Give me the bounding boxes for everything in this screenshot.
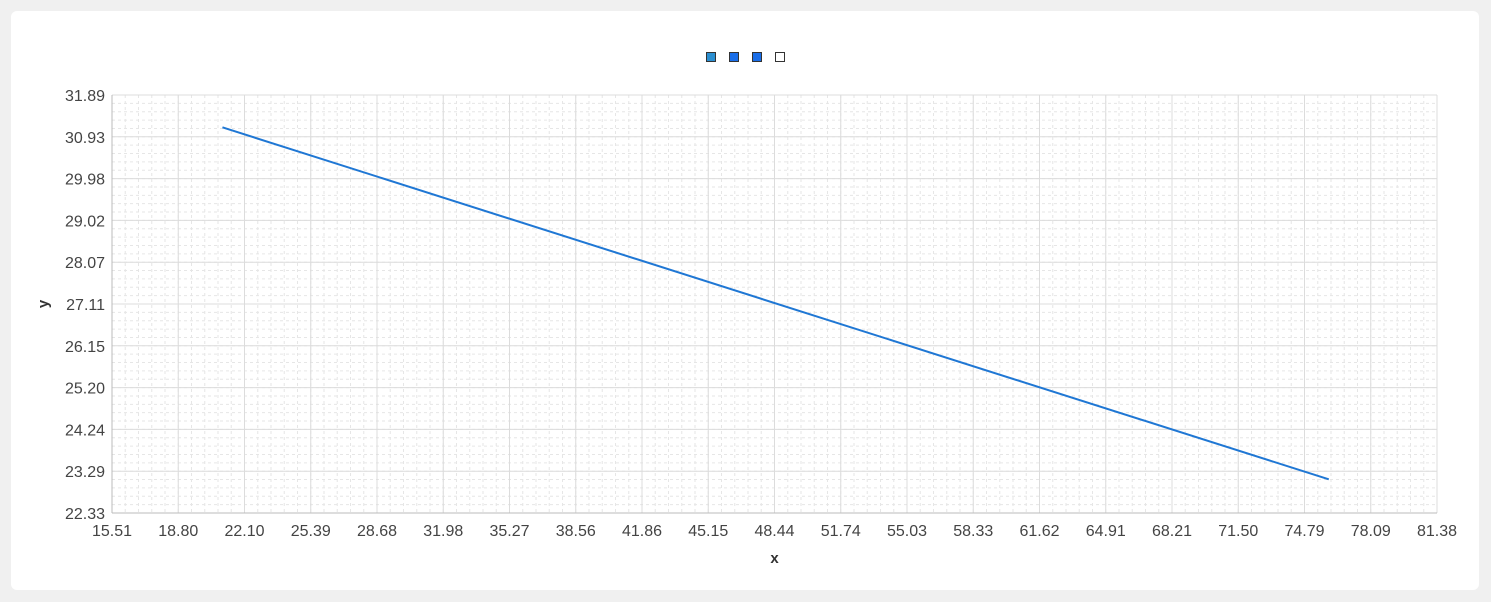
y-axis-title: y [35, 299, 52, 308]
x-tick-label: 61.62 [1019, 523, 1059, 540]
y-tick-label: 28.07 [65, 255, 105, 272]
series-line [222, 126, 1330, 481]
x-tick-label: 41.86 [622, 523, 662, 540]
x-tick-label: 35.27 [489, 523, 529, 540]
legend-swatch-2[interactable] [729, 52, 739, 62]
x-tick-label: 68.21 [1152, 523, 1192, 540]
x-axis-title: x [770, 550, 779, 567]
x-tick-label: 28.68 [357, 523, 397, 540]
y-tick-label: 24.24 [65, 422, 105, 439]
y-axis-ticks: 22.33 23.29 24.24 25.20 26.15 27.11 28.07 29.02… [65, 88, 105, 523]
y-tick-label: 25.20 [65, 381, 105, 398]
x-tick-label: 38.56 [556, 523, 596, 540]
x-tick-label: 78.09 [1351, 523, 1391, 540]
x-tick-label: 58.33 [953, 523, 993, 540]
x-tick-label: 25.39 [291, 523, 331, 540]
x-tick-label: 45.15 [688, 523, 728, 540]
x-tick-label: 31.98 [423, 523, 463, 540]
x-tick-label: 71.50 [1218, 523, 1258, 540]
y-tick-label: 31.89 [65, 88, 105, 105]
legend-swatch-3[interactable] [752, 52, 762, 62]
y-tick-label: 23.29 [65, 464, 105, 481]
x-tick-label: 81.38 [1417, 523, 1457, 540]
chart-legend [0, 52, 1491, 62]
y-tick-label: 22.33 [65, 506, 105, 523]
x-tick-label: 48.44 [754, 523, 794, 540]
legend-swatch-1[interactable] [706, 52, 716, 62]
y-tick-label: 26.15 [65, 339, 105, 356]
x-tick-label: 18.80 [158, 523, 198, 540]
x-axis-ticks: 15.51 18.80 22.10 25.39 28.68 31.98 35.27 38.56… [92, 523, 1457, 540]
x-tick-label: 74.79 [1284, 523, 1324, 540]
series-group [222, 126, 1330, 481]
y-tick-label: 29.98 [65, 172, 105, 189]
y-tick-label: 27.11 [66, 297, 105, 314]
axes [111, 95, 1437, 514]
x-tick-label: 22.10 [224, 523, 264, 540]
x-tick-label: 51.74 [821, 523, 861, 540]
x-tick-label: 55.03 [887, 523, 927, 540]
y-tick-label: 29.02 [65, 213, 105, 230]
x-tick-label: 15.51 [92, 523, 132, 540]
y-tick-label: 30.93 [65, 130, 105, 147]
chart-card [11, 11, 1479, 590]
legend-swatch-4[interactable] [775, 52, 785, 62]
x-tick-label: 64.91 [1086, 523, 1126, 540]
